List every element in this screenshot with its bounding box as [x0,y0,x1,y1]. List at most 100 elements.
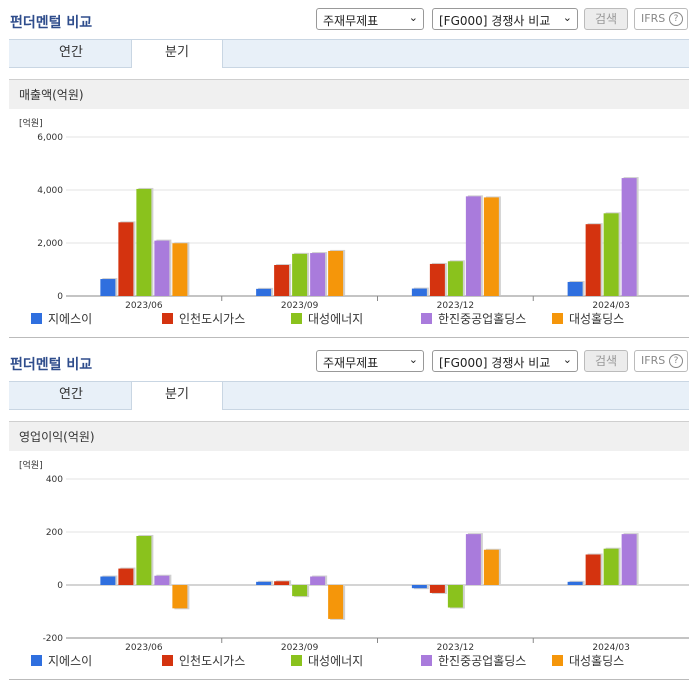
legend-swatch [291,313,302,324]
peer-group-select[interactable]: [FG000] 경쟁사 비교 ⌄ [432,8,578,30]
x-tick-label: 2023/06 [125,643,163,651]
y-unit-label: [억원] [19,117,43,129]
ifrs-help-button[interactable]: IFRS? [634,350,688,372]
bar[interactable] [603,213,619,296]
bar[interactable] [603,548,619,585]
peer-group-value: [FG000] 경쟁사 비교 [439,14,551,28]
tab-quarterly[interactable]: 분기 [131,39,223,68]
bar[interactable] [154,575,170,585]
bar[interactable] [621,178,637,296]
ifrs-label: IFRS [641,12,666,25]
bar[interactable] [447,585,463,608]
bar[interactable] [447,261,463,296]
bar[interactable] [118,568,134,585]
help-icon: ? [669,12,683,26]
bar[interactable] [154,240,170,296]
legend-swatch [162,655,173,666]
legend-swatch [421,313,432,324]
bar[interactable] [256,288,272,296]
help-icon: ? [669,354,683,368]
legend-swatch [162,313,173,324]
bar[interactable] [585,224,601,296]
bar[interactable] [328,250,344,296]
panel-title: 펀더멘털 비교 [10,357,93,373]
bar[interactable] [172,585,188,609]
ifrs-help-button[interactable]: IFRS? [634,8,688,30]
bar[interactable] [483,197,499,296]
x-tick-label: 2024/03 [592,301,629,309]
tab-quarterly[interactable]: 분기 [131,381,223,410]
legend-swatch [552,655,563,666]
legend-label: 대성에너지 [308,312,364,326]
statement-type-select[interactable]: 주재무제표 ⌄ [316,350,424,372]
bar[interactable] [567,581,583,585]
bar[interactable] [310,576,326,585]
search-button[interactable]: 검색 [584,350,628,372]
bar[interactable] [136,535,152,585]
legend-swatch [421,655,432,666]
bar[interactable] [274,264,290,296]
bar[interactable] [465,534,481,585]
bar[interactable] [100,576,116,585]
x-tick-label: 2023/06 [125,301,163,309]
bar[interactable] [118,222,134,296]
legend-item[interactable]: 인천도시가스 [162,653,245,669]
x-tick-label: 2023/12 [437,643,474,651]
chevron-down-icon: ⌄ [408,353,418,366]
bar[interactable] [256,581,272,585]
bar[interactable] [100,279,116,296]
peer-group-value: [FG000] 경쟁사 비교 [439,356,551,370]
bar[interactable] [585,554,601,585]
bar[interactable] [292,253,308,296]
legend-label: 지에스이 [48,654,93,668]
y-unit-label: [억원] [19,459,43,471]
legend-item[interactable]: 한진중공업홀딩스 [421,653,526,669]
bar[interactable] [328,585,344,619]
statement-type-value: 주재무제표 [323,356,379,370]
legend-item[interactable]: 대성에너지 [291,653,363,669]
bar[interactable] [310,253,326,296]
bar[interactable] [274,581,290,585]
chevron-down-icon: ⌄ [408,11,418,24]
section-title: 매출액(억원) [9,79,689,109]
peer-group-select[interactable]: [FG000] 경쟁사 비교 ⌄ [432,350,578,372]
period-tabs: 연간 분기 [9,39,689,68]
y-tick-label: 0 [57,581,63,591]
operating-profit-chart-svg: [억원] -200 0 200 400 2023/06 2023/09 2023/12 2024… [19,459,689,651]
y-tick-label: 0 [57,292,63,302]
legend-label: 대성홀딩스 [569,654,625,668]
legend-label: 대성에너지 [308,654,364,668]
x-tick-label: 2023/09 [281,643,319,651]
bar[interactable] [411,288,427,296]
bar[interactable] [429,263,445,296]
chevron-down-icon: ⌄ [562,11,572,24]
tab-annual[interactable]: 연간 [59,45,83,60]
legend-swatch [31,655,42,666]
legend-item[interactable]: 한진중공업홀딩스 [421,311,526,327]
panel-header: 펀더멘털 비교 주재무제표 ⌄ [FG000] 경쟁사 비교 ⌄ 검색 IFRS? [0,0,696,40]
statement-type-select[interactable]: 주재무제표 ⌄ [316,8,424,30]
bar[interactable] [483,549,499,585]
legend-swatch [31,313,42,324]
legend-item[interactable]: 인천도시가스 [162,311,245,327]
legend-item[interactable]: 지에스이 [31,653,92,669]
tab-annual[interactable]: 연간 [59,387,83,402]
section-title: 영업이익(억원) [9,421,689,451]
legend-item[interactable]: 대성홀딩스 [552,653,624,669]
bar[interactable] [172,243,188,296]
bar[interactable] [621,534,637,585]
y-tick-label: 2,000 [37,239,63,249]
search-button[interactable]: 검색 [584,8,628,30]
bar[interactable] [429,585,445,593]
bar[interactable] [292,585,308,597]
legend-label: 대성홀딩스 [569,312,625,326]
revenue-chart: [억원] 0 2,000 4,000 6,000 2023/06 2023/09 2023/1… [9,109,689,338]
bar[interactable] [465,196,481,296]
bar[interactable] [411,585,427,589]
legend-label: 한진중공업홀딩스 [438,312,527,326]
legend-item[interactable]: 대성홀딩스 [552,311,624,327]
legend-item[interactable]: 대성에너지 [291,311,363,327]
legend-item[interactable]: 지에스이 [31,311,92,327]
bar[interactable] [567,281,583,296]
bar[interactable] [136,188,152,296]
